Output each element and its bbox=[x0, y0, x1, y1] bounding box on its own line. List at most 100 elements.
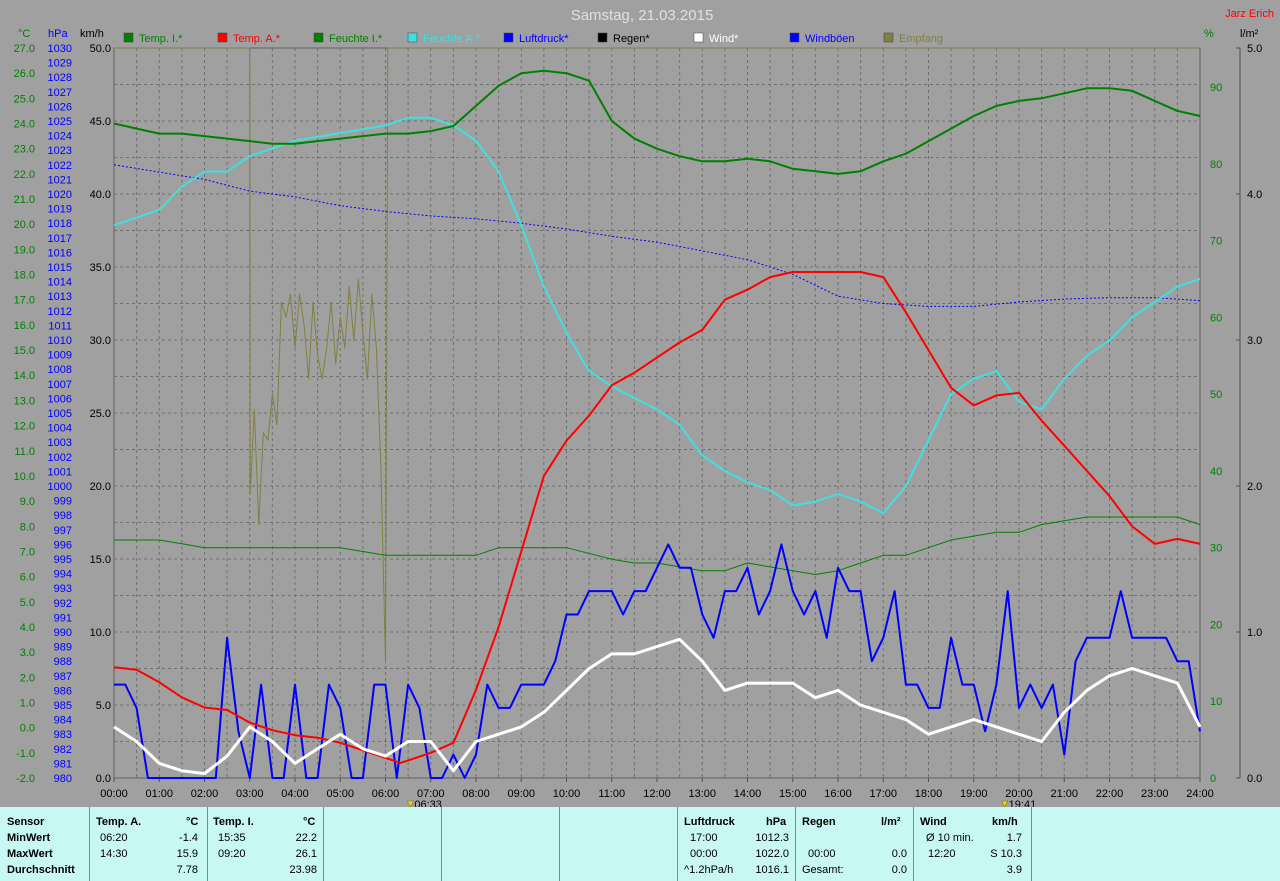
wind-tick-label: 25.0 bbox=[90, 408, 111, 420]
pressure-tick-label: 1008 bbox=[48, 364, 72, 376]
rain-tick-label: 1.0 bbox=[1247, 627, 1262, 639]
legend-swatch bbox=[693, 32, 704, 43]
x-tick-label: 18:00 bbox=[915, 788, 943, 800]
rain-unit-label: l/m² bbox=[1240, 28, 1259, 40]
temp-tick-label: 11.0 bbox=[14, 446, 35, 458]
pressure-tick-label: 1004 bbox=[48, 423, 72, 435]
humidity-tick-label: 0 bbox=[1210, 773, 1216, 785]
series-line bbox=[113, 637, 1202, 776]
min-temp-a-time: 06:20 bbox=[100, 832, 128, 844]
x-tick-label: 23:00 bbox=[1141, 788, 1169, 800]
x-tick-label: 03:00 bbox=[236, 788, 264, 800]
x-tick-label: 19:00 bbox=[960, 788, 988, 800]
legend-label: Wind* bbox=[709, 33, 739, 45]
pressure-tick-label: 988 bbox=[54, 656, 72, 668]
wind-tick-label: 5.0 bbox=[96, 700, 111, 712]
temp-tick-label: 13.0 bbox=[14, 395, 35, 407]
pressure-tick-label: 999 bbox=[54, 496, 72, 508]
legend-swatch bbox=[789, 32, 800, 43]
x-tick-label: 16:00 bbox=[824, 788, 852, 800]
rain-total-label: Gesamt: bbox=[802, 864, 844, 876]
pressure-tick-label: 1023 bbox=[48, 145, 72, 157]
max-temp-i-value: 26.1 bbox=[295, 848, 317, 860]
x-tick-label: 24:00 bbox=[1186, 788, 1214, 800]
wind-avg-label: Ø 10 min. bbox=[926, 832, 974, 844]
pressure-tick-label: 1022 bbox=[48, 160, 72, 172]
temp-tick-label: 2.0 bbox=[20, 672, 35, 684]
sunset-marker bbox=[1001, 800, 1009, 807]
row-label-min: MinWert bbox=[7, 832, 51, 844]
temp-tick-label: 19.0 bbox=[14, 244, 35, 256]
pressure-tick-label: 983 bbox=[54, 729, 72, 741]
humidity-tick-label: 40 bbox=[1210, 466, 1222, 478]
x-tick-label: 17:00 bbox=[869, 788, 897, 800]
legend-label: Feuchte A.* bbox=[423, 33, 481, 45]
min-pressure-value: 1012.3 bbox=[755, 832, 789, 844]
pressure-tick-label: 1029 bbox=[48, 58, 72, 70]
pressure-tick-label: 986 bbox=[54, 685, 72, 697]
temp-tick-label: 1.0 bbox=[20, 697, 35, 709]
x-tick-label: 11:00 bbox=[598, 788, 625, 800]
x-tick-label: 02:00 bbox=[191, 788, 219, 800]
legend-swatch bbox=[123, 32, 134, 43]
pressure-unit: hPa bbox=[766, 816, 787, 828]
avg-wind-value: 3.9 bbox=[1006, 864, 1022, 876]
max-wind-time: 12:20 bbox=[928, 848, 956, 860]
temp-unit-label: °C bbox=[18, 28, 30, 40]
max-rain-time: 00:00 bbox=[808, 848, 836, 860]
x-tick-label: 04:00 bbox=[281, 788, 309, 800]
temp-i-unit: °C bbox=[303, 816, 316, 828]
pressure-tick-label: 1017 bbox=[48, 233, 72, 245]
sunrise-marker bbox=[406, 800, 414, 807]
pressure-tick-label: 994 bbox=[54, 569, 72, 581]
wind-tick-label: 50.0 bbox=[90, 43, 111, 55]
humidity-tick-label: 60 bbox=[1210, 312, 1222, 324]
avg-temp-i-value: 23.98 bbox=[289, 864, 317, 876]
x-tick-label: 08:00 bbox=[462, 788, 490, 800]
x-tick-label: 01:00 bbox=[145, 788, 173, 800]
row-label-max: MaxWert bbox=[7, 848, 53, 860]
temp-tick-label: 22.0 bbox=[14, 169, 35, 181]
pressure-tick-label: 1021 bbox=[48, 174, 72, 186]
x-tick-label: 00:00 bbox=[100, 788, 128, 800]
pressure-tick-label: 1007 bbox=[48, 379, 72, 391]
temp-tick-label: 7.0 bbox=[20, 546, 35, 558]
stats-table: Sensor Temp. A. °C Temp. I. °C Luftdruck… bbox=[0, 807, 1280, 881]
pressure-tick-label: 987 bbox=[54, 671, 72, 683]
legend-swatch bbox=[597, 32, 608, 43]
legend-swatch bbox=[217, 32, 228, 43]
humidity-tick-label: 20 bbox=[1210, 619, 1222, 631]
wind-tick-label: 15.0 bbox=[90, 554, 111, 566]
pressure-tick-label: 993 bbox=[54, 583, 72, 595]
pressure-tick-label: 1018 bbox=[48, 218, 72, 230]
pressure-tick-label: 998 bbox=[54, 510, 72, 522]
sensor-header: Sensor bbox=[7, 816, 45, 828]
wind-tick-label: 20.0 bbox=[90, 481, 111, 493]
max-pressure-time: 00:00 bbox=[690, 848, 718, 860]
legend-swatch bbox=[503, 32, 514, 43]
pressure-tick-label: 1002 bbox=[48, 452, 72, 464]
humidity-tick-label: 80 bbox=[1210, 159, 1222, 171]
pressure-tick-label: 1013 bbox=[48, 291, 72, 303]
rain-unit: l/m² bbox=[881, 816, 901, 828]
temp-tick-label: 24.0 bbox=[14, 119, 35, 131]
series-line bbox=[114, 543, 1201, 779]
max-temp-i-time: 09:20 bbox=[218, 848, 246, 860]
humidity-unit-label: % bbox=[1204, 28, 1214, 40]
pressure-tick-label: 997 bbox=[54, 525, 72, 537]
pressure-tick-label: 1005 bbox=[48, 408, 72, 420]
temp-tick-label: 6.0 bbox=[20, 572, 35, 584]
sunset-time: 19:41 bbox=[1009, 799, 1037, 807]
wind-tick-label: 30.0 bbox=[90, 335, 111, 347]
x-tick-label: 21:00 bbox=[1050, 788, 1078, 800]
x-tick-label: 22:00 bbox=[1096, 788, 1124, 800]
x-tick-label: 10:00 bbox=[553, 788, 581, 800]
x-tick-label: 09:00 bbox=[507, 788, 535, 800]
temp-tick-label: 5.0 bbox=[20, 597, 35, 609]
chart-title: Samstag, 21.03.2015 bbox=[571, 7, 714, 24]
min-temp-i-time: 15:35 bbox=[218, 832, 246, 844]
legend-label: Feuchte I.* bbox=[329, 33, 383, 45]
x-tick-label: 05:00 bbox=[326, 788, 354, 800]
pressure-tick-label: 1011 bbox=[48, 320, 72, 332]
wind-unit-label: km/h bbox=[80, 28, 104, 40]
